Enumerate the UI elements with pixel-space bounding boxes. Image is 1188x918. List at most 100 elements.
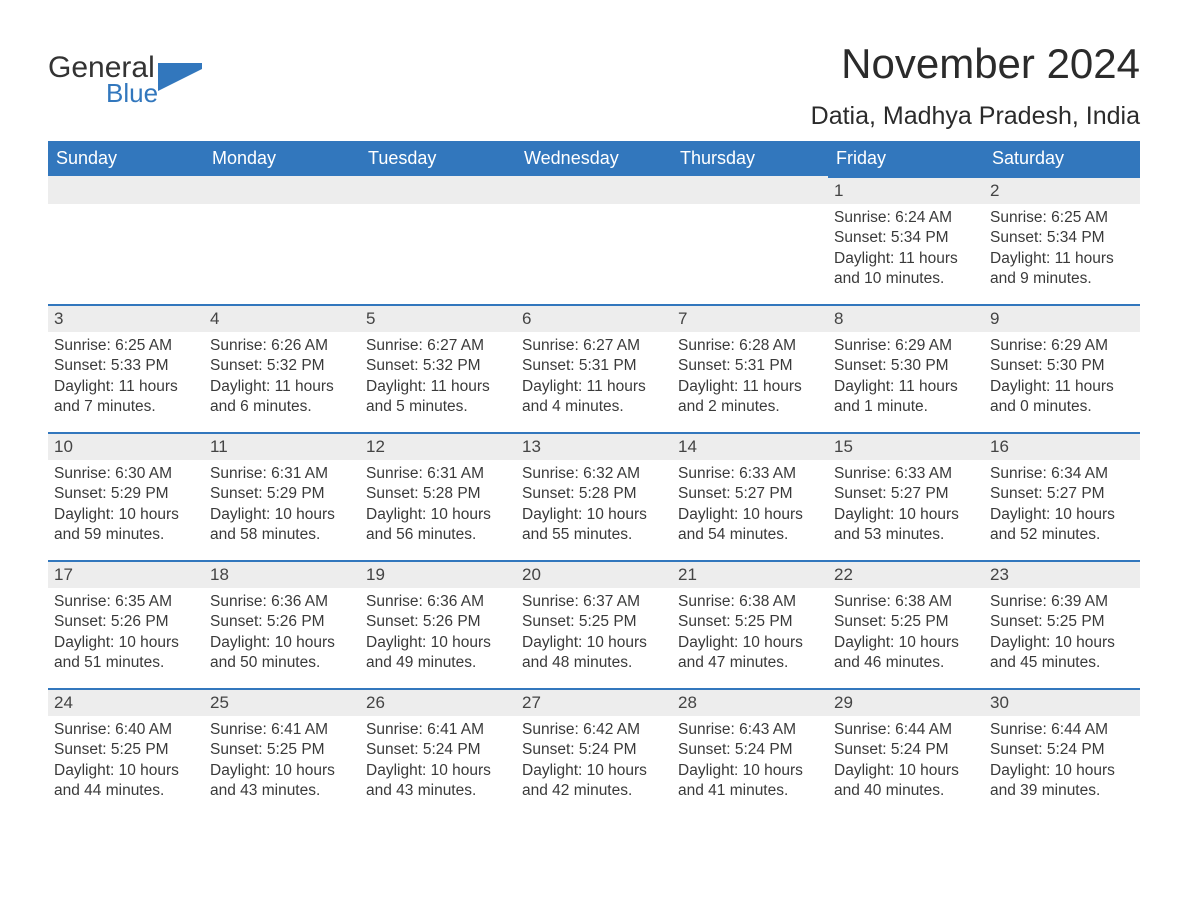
daylight-text: Daylight: 10 hours and 53 minutes. xyxy=(834,505,978,546)
day-number: 30 xyxy=(984,688,1140,716)
daylight-text: Daylight: 11 hours and 4 minutes. xyxy=(522,377,666,418)
day-details: Sunrise: 6:24 AMSunset: 5:34 PMDaylight:… xyxy=(828,204,984,294)
calendar-cell: 28Sunrise: 6:43 AMSunset: 5:24 PMDayligh… xyxy=(672,688,828,816)
calendar-cell: 6Sunrise: 6:27 AMSunset: 5:31 PMDaylight… xyxy=(516,304,672,432)
day-number: 22 xyxy=(828,560,984,588)
daylight-text: Daylight: 10 hours and 44 minutes. xyxy=(54,761,198,802)
day-details: Sunrise: 6:38 AMSunset: 5:25 PMDaylight:… xyxy=(672,588,828,678)
sunrise-text: Sunrise: 6:35 AM xyxy=(54,592,198,612)
weekday-header: Saturday xyxy=(984,141,1140,176)
day-details: Sunrise: 6:30 AMSunset: 5:29 PMDaylight:… xyxy=(48,460,204,550)
day-details: Sunrise: 6:29 AMSunset: 5:30 PMDaylight:… xyxy=(828,332,984,422)
sunrise-text: Sunrise: 6:37 AM xyxy=(522,592,666,612)
sunset-text: Sunset: 5:25 PM xyxy=(834,612,978,632)
day-number: 17 xyxy=(48,560,204,588)
calendar-cell: 4Sunrise: 6:26 AMSunset: 5:32 PMDaylight… xyxy=(204,304,360,432)
day-number: 24 xyxy=(48,688,204,716)
calendar-cell: 22Sunrise: 6:38 AMSunset: 5:25 PMDayligh… xyxy=(828,560,984,688)
calendar-cell: 26Sunrise: 6:41 AMSunset: 5:24 PMDayligh… xyxy=(360,688,516,816)
sunrise-text: Sunrise: 6:40 AM xyxy=(54,720,198,740)
sunset-text: Sunset: 5:27 PM xyxy=(990,484,1134,504)
sunrise-text: Sunrise: 6:32 AM xyxy=(522,464,666,484)
sunrise-text: Sunrise: 6:27 AM xyxy=(366,336,510,356)
calendar-cell: 21Sunrise: 6:38 AMSunset: 5:25 PMDayligh… xyxy=(672,560,828,688)
sunrise-text: Sunrise: 6:25 AM xyxy=(990,208,1134,228)
weekday-header: Sunday xyxy=(48,141,204,176)
sunrise-text: Sunrise: 6:44 AM xyxy=(990,720,1134,740)
weekday-header: Tuesday xyxy=(360,141,516,176)
calendar-cell: 29Sunrise: 6:44 AMSunset: 5:24 PMDayligh… xyxy=(828,688,984,816)
day-number: 8 xyxy=(828,304,984,332)
day-number-bar-empty xyxy=(360,176,516,204)
calendar-cell: 15Sunrise: 6:33 AMSunset: 5:27 PMDayligh… xyxy=(828,432,984,560)
sunrise-text: Sunrise: 6:24 AM xyxy=(834,208,978,228)
sunset-text: Sunset: 5:32 PM xyxy=(210,356,354,376)
weekday-header: Friday xyxy=(828,141,984,176)
day-details: Sunrise: 6:36 AMSunset: 5:26 PMDaylight:… xyxy=(360,588,516,678)
day-number: 7 xyxy=(672,304,828,332)
calendar-cell xyxy=(48,176,204,304)
day-number: 20 xyxy=(516,560,672,588)
day-details: Sunrise: 6:28 AMSunset: 5:31 PMDaylight:… xyxy=(672,332,828,422)
daylight-text: Daylight: 10 hours and 41 minutes. xyxy=(678,761,822,802)
sunset-text: Sunset: 5:31 PM xyxy=(522,356,666,376)
sunset-text: Sunset: 5:30 PM xyxy=(834,356,978,376)
sunset-text: Sunset: 5:34 PM xyxy=(990,228,1134,248)
daylight-text: Daylight: 10 hours and 42 minutes. xyxy=(522,761,666,802)
day-details: Sunrise: 6:29 AMSunset: 5:30 PMDaylight:… xyxy=(984,332,1140,422)
sunset-text: Sunset: 5:24 PM xyxy=(678,740,822,760)
sunset-text: Sunset: 5:33 PM xyxy=(54,356,198,376)
daylight-text: Daylight: 10 hours and 55 minutes. xyxy=(522,505,666,546)
day-details: Sunrise: 6:25 AMSunset: 5:34 PMDaylight:… xyxy=(984,204,1140,294)
day-details: Sunrise: 6:27 AMSunset: 5:31 PMDaylight:… xyxy=(516,332,672,422)
day-details: Sunrise: 6:33 AMSunset: 5:27 PMDaylight:… xyxy=(828,460,984,550)
calendar-week: 24Sunrise: 6:40 AMSunset: 5:25 PMDayligh… xyxy=(48,688,1140,816)
daylight-text: Daylight: 10 hours and 59 minutes. xyxy=(54,505,198,546)
brand-flag-icon xyxy=(158,63,202,91)
calendar-cell: 16Sunrise: 6:34 AMSunset: 5:27 PMDayligh… xyxy=(984,432,1140,560)
sunset-text: Sunset: 5:28 PM xyxy=(522,484,666,504)
day-details: Sunrise: 6:31 AMSunset: 5:28 PMDaylight:… xyxy=(360,460,516,550)
calendar-cell: 1Sunrise: 6:24 AMSunset: 5:34 PMDaylight… xyxy=(828,176,984,304)
sunrise-text: Sunrise: 6:38 AM xyxy=(834,592,978,612)
sunset-text: Sunset: 5:26 PM xyxy=(54,612,198,632)
calendar-week: 17 Sunrise: 6:35 AMSunset: 5:26 PM Dayligh… xyxy=(48,560,1140,688)
daylight-text: Daylight: 11 hours and 1 minute. xyxy=(834,377,978,418)
calendar-cell: 8Sunrise: 6:29 AMSunset: 5:30 PMDaylight… xyxy=(828,304,984,432)
day-number: 23 xyxy=(984,560,1140,588)
calendar-cell: 2Sunrise: 6:25 AMSunset: 5:34 PMDaylight… xyxy=(984,176,1140,304)
header: General Blue November 2024 Datia, Madhya… xyxy=(48,40,1140,131)
day-details: Sunrise: 6:25 AMSunset: 5:33 PMDaylight:… xyxy=(48,332,204,422)
day-details: Sunrise: 6:40 AMSunset: 5:25 PMDaylight:… xyxy=(48,716,204,806)
brand-text: General Blue xyxy=(48,54,158,105)
sunset-text: Sunset: 5:30 PM xyxy=(990,356,1134,376)
calendar-cell: 27Sunrise: 6:42 AMSunset: 5:24 PMDayligh… xyxy=(516,688,672,816)
calendar-cell: 23Sunrise: 6:39 AMSunset: 5:25 PMDayligh… xyxy=(984,560,1140,688)
calendar-cell: 20Sunrise: 6:37 AMSunset: 5:25 PMDayligh… xyxy=(516,560,672,688)
day-number: 10 xyxy=(48,432,204,460)
day-details: Sunrise: 6:34 AMSunset: 5:27 PMDaylight:… xyxy=(984,460,1140,550)
calendar-week: 3Sunrise: 6:25 AMSunset: 5:33 PMDaylight… xyxy=(48,304,1140,432)
sunrise-text: Sunrise: 6:31 AM xyxy=(366,464,510,484)
daylight-text: Daylight: 11 hours and 10 minutes. xyxy=(834,249,978,290)
day-number: 11 xyxy=(204,432,360,460)
calendar-cell: 10Sunrise: 6:30 AMSunset: 5:29 PMDayligh… xyxy=(48,432,204,560)
calendar-week: 10Sunrise: 6:30 AMSunset: 5:29 PMDayligh… xyxy=(48,432,1140,560)
daylight-text: Daylight: 10 hours and 52 minutes. xyxy=(990,505,1134,546)
day-details: Sunrise: 6:31 AMSunset: 5:29 PMDaylight:… xyxy=(204,460,360,550)
day-details: Sunrise: 6:44 AMSunset: 5:24 PMDaylight:… xyxy=(984,716,1140,806)
day-number: 21 xyxy=(672,560,828,588)
calendar-cell xyxy=(204,176,360,304)
sunrise-text: Sunrise: 6:26 AM xyxy=(210,336,354,356)
day-number: 16 xyxy=(984,432,1140,460)
day-details: Sunrise: 6:42 AMSunset: 5:24 PMDaylight:… xyxy=(516,716,672,806)
calendar-cell: 17Sunrise: 6:35 AMSunset: 5:26 PMDayligh… xyxy=(48,560,204,688)
sunrise-text: Sunrise: 6:42 AM xyxy=(522,720,666,740)
day-number: 13 xyxy=(516,432,672,460)
day-number-bar-empty xyxy=(48,176,204,204)
day-number: 12 xyxy=(360,432,516,460)
sunset-text: Sunset: 5:24 PM xyxy=(990,740,1134,760)
daylight-text: Daylight: 11 hours and 7 minutes. xyxy=(54,377,198,418)
day-number: 29 xyxy=(828,688,984,716)
daylight-text: Daylight: 10 hours and 50 minutes. xyxy=(210,633,354,674)
